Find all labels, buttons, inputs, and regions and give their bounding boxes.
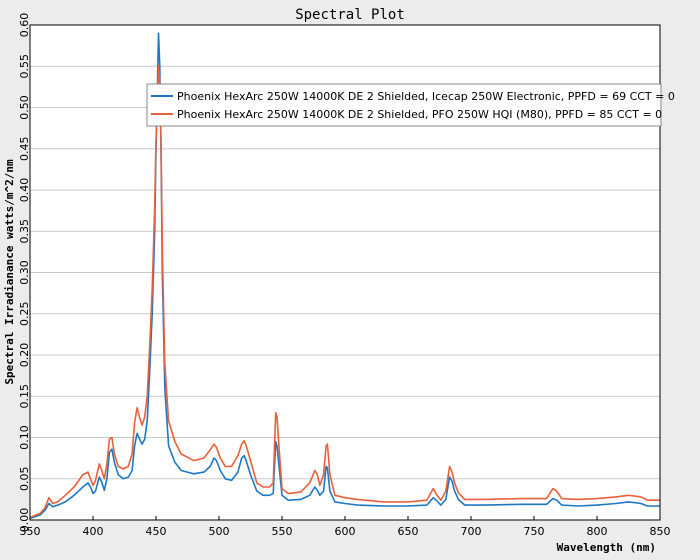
y-tick-label: 0.45 (18, 137, 31, 162)
y-tick-label: 0.00 (18, 508, 31, 533)
y-tick-label: 0.35 (18, 219, 31, 244)
plot-border (29, 24, 661, 521)
x-tick-label: 500 (209, 525, 230, 538)
y-tick-label: 0.50 (18, 95, 31, 120)
y-tick-label: 0.15 (18, 384, 31, 409)
x-axis-label: Wavelength (nm) (557, 541, 656, 554)
x-tick-label: 750 (524, 525, 545, 538)
y-tick-label: 0.25 (18, 302, 31, 327)
x-tick-label: 800 (587, 525, 608, 538)
y-axis-label: Spectral Irradianance watts/m^2/nm (3, 159, 16, 385)
x-tick-label: 350 (20, 525, 41, 538)
y-tick-label: 0.60 (18, 13, 31, 38)
legend: Phoenix HexArc 250W 14000K DE 2 Shielded… (146, 83, 675, 127)
legend-label-1: Phoenix HexArc 250W 14000K DE 2 Shielded… (177, 90, 675, 103)
x-tick-label: 650 (398, 525, 419, 538)
x-tick-label: 850 (650, 525, 671, 538)
y-tick-label: 0.05 (18, 467, 31, 492)
x-tick-label: 450 (146, 525, 167, 538)
y-tick-label: 0.55 (18, 54, 31, 79)
chart-title: Spectral Plot (295, 7, 405, 23)
x-tick-label: 600 (335, 525, 356, 538)
y-tick-label: 0.10 (18, 425, 31, 450)
x-tick-label: 700 (461, 525, 482, 538)
x-tick-label: 550 (272, 525, 293, 538)
series-line-1 (29, 32, 660, 520)
legend-label-2: Phoenix HexArc 250W 14000K DE 2 Shielded… (177, 108, 662, 121)
series-line-2 (29, 65, 660, 519)
y-tick-label: 0.40 (18, 178, 31, 203)
x-tick-label: 400 (83, 525, 104, 538)
series-lines (29, 32, 660, 520)
y-tick-label: 0.30 (18, 260, 31, 285)
tick-labels: 0.00 0.05 0.10 0.15 0.20 0.25 0.30 0.35 0.40 0.45… (18, 13, 671, 538)
y-tick-label: 0.20 (18, 343, 31, 368)
legend-box (146, 83, 662, 127)
